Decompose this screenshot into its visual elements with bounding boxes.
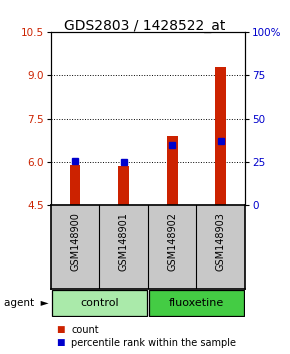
Bar xyxy=(52,290,147,316)
Bar xyxy=(70,165,80,205)
Bar xyxy=(215,67,226,205)
Text: GSM148901: GSM148901 xyxy=(119,212,128,271)
Bar xyxy=(149,290,244,316)
Text: percentile rank within the sample: percentile rank within the sample xyxy=(71,338,236,348)
Bar xyxy=(167,136,177,205)
Text: ■: ■ xyxy=(57,325,65,335)
Text: agent  ►: agent ► xyxy=(4,298,49,308)
Text: GSM148903: GSM148903 xyxy=(216,212,226,271)
Text: GSM148900: GSM148900 xyxy=(70,212,80,271)
Text: count: count xyxy=(71,325,99,335)
Text: control: control xyxy=(80,298,119,308)
Text: ■: ■ xyxy=(57,338,65,347)
Bar xyxy=(118,166,129,205)
Text: GDS2803 / 1428522_at: GDS2803 / 1428522_at xyxy=(64,19,226,34)
Text: GSM148902: GSM148902 xyxy=(167,212,177,271)
Text: fluoxetine: fluoxetine xyxy=(169,298,224,308)
